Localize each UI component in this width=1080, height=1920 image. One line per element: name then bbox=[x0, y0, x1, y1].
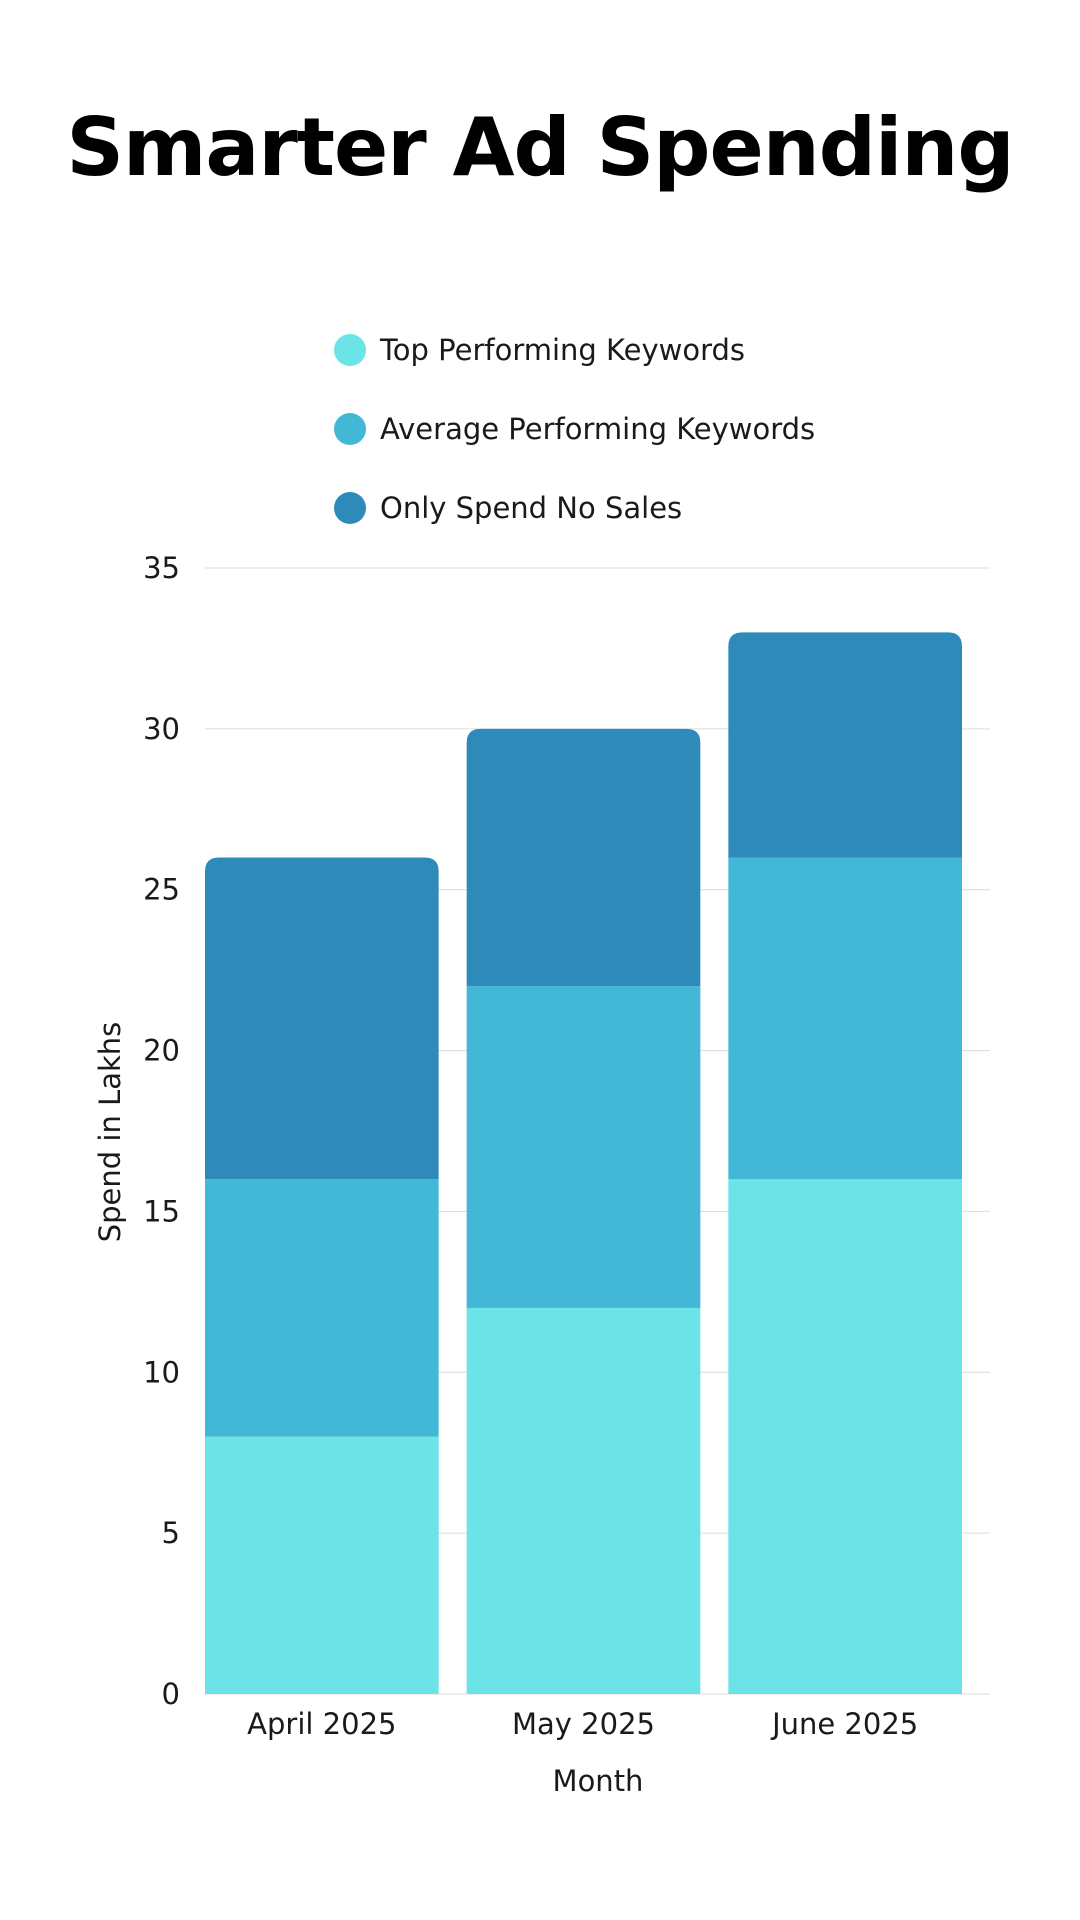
y-tick-label: 15 bbox=[143, 1194, 180, 1228]
bars bbox=[205, 632, 962, 1694]
bar-segment bbox=[466, 728, 701, 987]
bar-segment bbox=[466, 1307, 701, 1694]
bar-segment bbox=[728, 857, 962, 1180]
legend-label-only-spend: Only Spend No Sales bbox=[380, 491, 683, 525]
x-axis-ticks: April 2025 May 2025 June 2025 bbox=[247, 1707, 918, 1741]
bar-segment bbox=[466, 986, 701, 1308]
y-tick-label: 25 bbox=[143, 873, 180, 907]
y-tick-label: 0 bbox=[162, 1677, 180, 1711]
y-tick-label: 35 bbox=[143, 551, 180, 585]
legend-swatch-average-performing bbox=[334, 413, 366, 445]
y-tick-label: 5 bbox=[162, 1516, 180, 1550]
x-axis-title: Month bbox=[553, 1764, 644, 1798]
legend-swatch-top-performing bbox=[334, 334, 366, 366]
x-tick-label: April 2025 bbox=[247, 1707, 396, 1741]
chart-legend: Top Performing Keywords Average Performi… bbox=[334, 330, 815, 567]
x-tick-label: June 2025 bbox=[770, 1707, 918, 1741]
bar-segment bbox=[205, 1179, 439, 1437]
legend-item-only-spend: Only Spend No Sales bbox=[334, 488, 815, 528]
legend-label-average-performing: Average Performing Keywords bbox=[380, 412, 816, 446]
bar-segment bbox=[728, 1179, 962, 1694]
y-tick-label: 10 bbox=[143, 1355, 180, 1389]
bar-segment bbox=[205, 857, 439, 1180]
legend-label-top-performing: Top Performing Keywords bbox=[380, 333, 746, 367]
page-title: Smarter Ad Spending bbox=[66, 101, 1014, 194]
legend-swatch-only-spend bbox=[334, 492, 366, 524]
y-tick-label: 20 bbox=[143, 1034, 180, 1068]
bar-segment bbox=[205, 1436, 439, 1694]
bar-segment bbox=[728, 632, 962, 858]
y-axis-title: Spend in Lakhs bbox=[93, 1022, 127, 1243]
y-tick-label: 30 bbox=[143, 712, 180, 746]
y-axis-ticks: 0 5 10 15 20 25 30 35 bbox=[143, 551, 180, 1711]
x-tick-label: May 2025 bbox=[512, 1707, 655, 1741]
legend-item-average-performing: Average Performing Keywords bbox=[334, 409, 815, 449]
legend-item-top-performing: Top Performing Keywords bbox=[334, 330, 815, 370]
